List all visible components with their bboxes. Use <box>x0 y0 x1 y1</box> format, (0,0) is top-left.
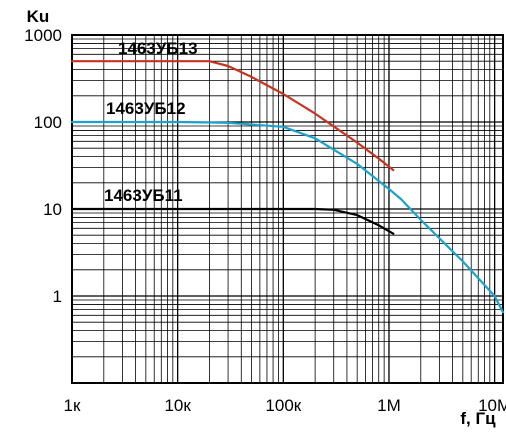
series-labels: 1463УБ13 1463УБ12 1463УБ11 <box>104 39 198 205</box>
tick-labels: 1к 10к 100к 1М 10М 1000 100 10 1 <box>24 26 506 415</box>
x-axis-label: f, Гц <box>460 409 496 428</box>
x-tick-label: 1М <box>377 396 401 415</box>
x-tick-label: 10М <box>478 396 506 415</box>
series-line <box>70 60 395 172</box>
y-tick-label: 1000 <box>24 26 62 45</box>
x-tick-label: 10к <box>164 396 191 415</box>
series-line <box>70 207 395 235</box>
x-tick-label: 1к <box>64 396 81 415</box>
y-tick-label: 10 <box>43 200 62 219</box>
series-name-label: 1463УБ12 <box>106 99 186 118</box>
series-line <box>70 120 505 314</box>
series-curves <box>70 60 505 314</box>
series-name-label: 1463УБ11 <box>104 186 183 205</box>
y-axis-label: Ku <box>27 7 50 26</box>
x-tick-label: 100к <box>265 396 301 415</box>
y-tick-label: 1 <box>53 287 62 306</box>
series-name-label: 1463УБ13 <box>118 39 198 58</box>
y-tick-label: 100 <box>34 113 62 132</box>
